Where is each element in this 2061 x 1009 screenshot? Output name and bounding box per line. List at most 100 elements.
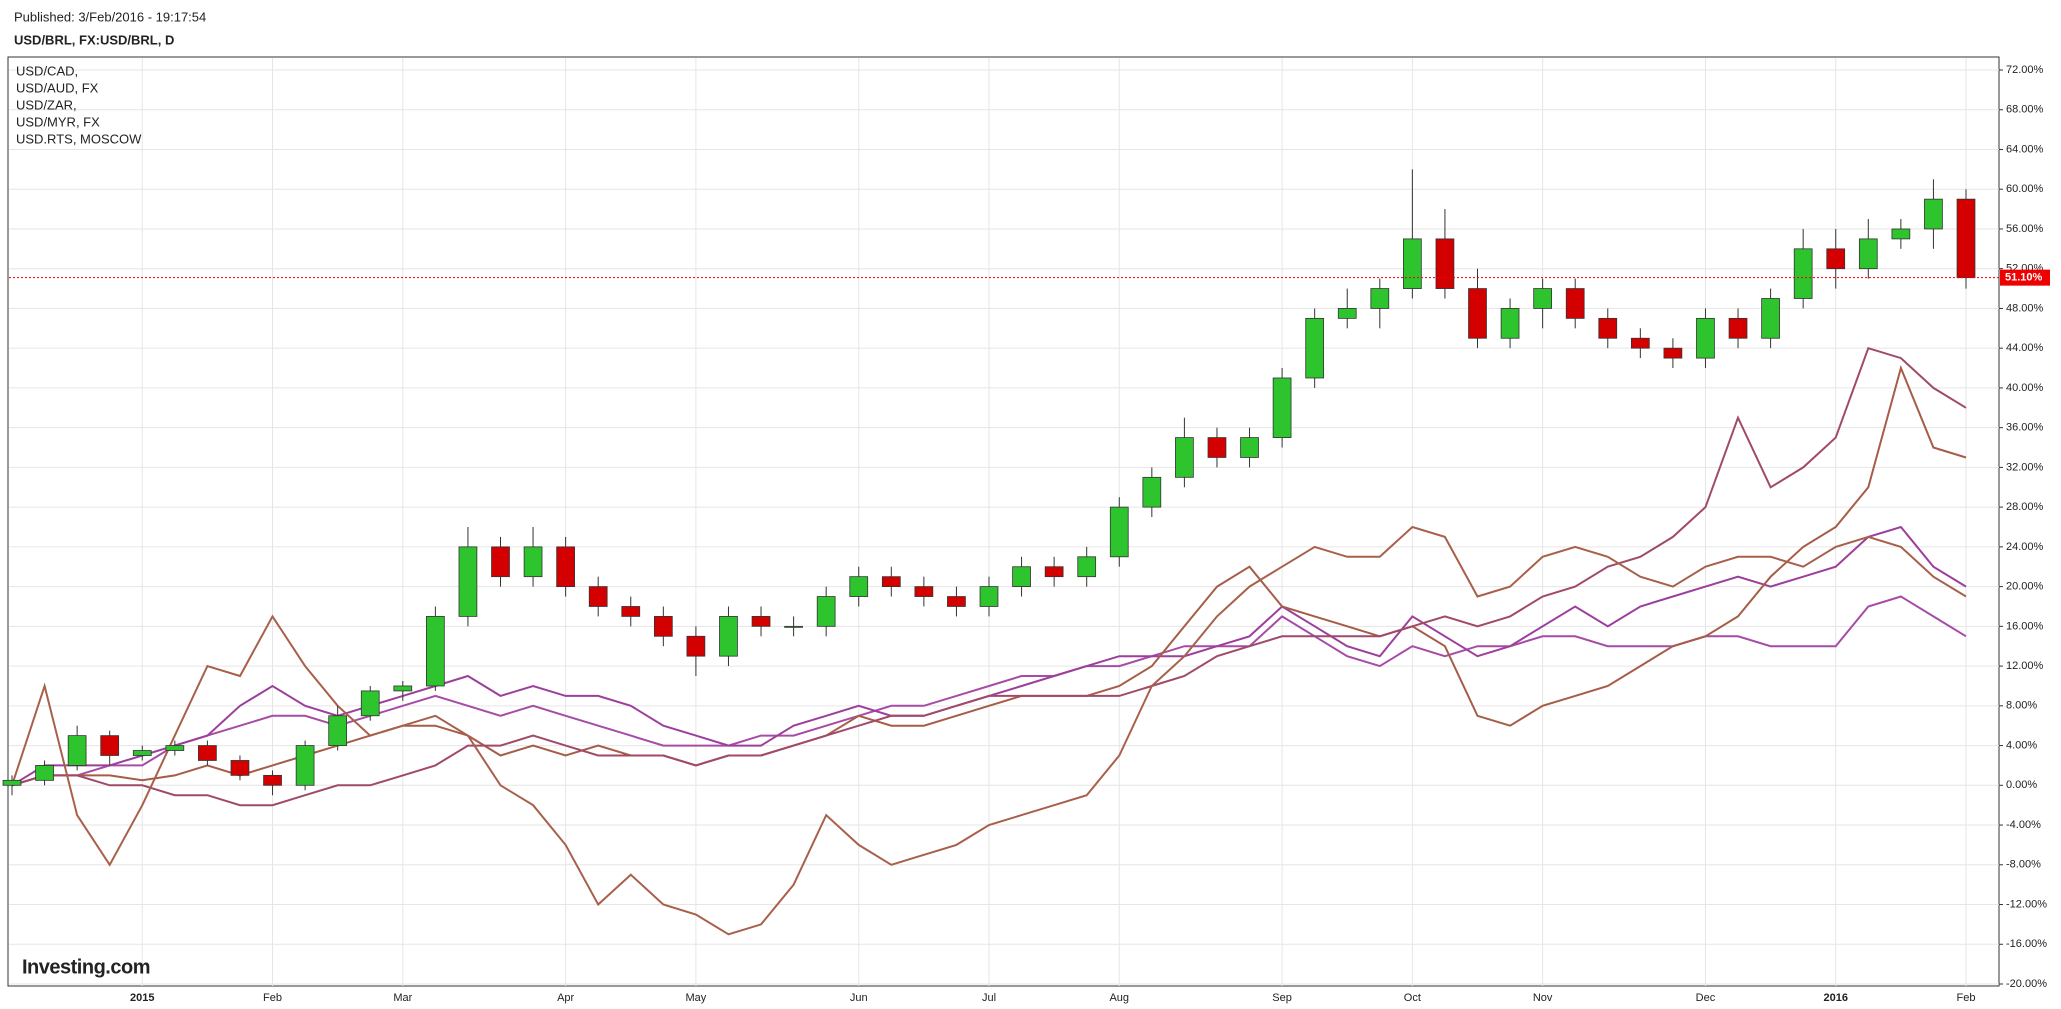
legend-entry: USD/MYR, FX xyxy=(16,114,100,129)
logo: Investing.com xyxy=(22,956,150,978)
candle-body xyxy=(1598,317,1618,339)
candle-body xyxy=(1630,337,1650,349)
candle-body xyxy=(719,616,738,657)
candle-body xyxy=(849,576,869,597)
x-tick-label: Apr xyxy=(557,992,574,1004)
candle-body xyxy=(881,576,901,588)
y-tick-label: 36.00% xyxy=(2006,422,2044,434)
candle-body xyxy=(556,546,575,588)
candle-body xyxy=(1077,556,1097,578)
x-tick-label: 2016 xyxy=(1823,992,1847,1004)
candle-body xyxy=(1858,238,1878,270)
candle-body xyxy=(491,546,510,578)
candle-body xyxy=(1956,198,1976,279)
candle-body xyxy=(1207,437,1227,458)
series-line xyxy=(11,346,1967,807)
y-tick-label: 56.00% xyxy=(2006,223,2044,235)
y-tick-label: 68.00% xyxy=(2006,104,2044,116)
candle-body xyxy=(360,690,380,717)
x-tick-label: Jul xyxy=(982,992,996,1004)
y-tick-label: -16.00% xyxy=(2006,938,2047,950)
candle-body xyxy=(132,750,152,756)
x-tick-label: Mar xyxy=(393,992,412,1004)
x-tick-label: May xyxy=(686,992,707,1004)
y-tick-label: 28.00% xyxy=(2006,501,2044,513)
candle-body xyxy=(1175,437,1194,478)
y-tick-label: 16.00% xyxy=(2006,620,2044,632)
candle-body xyxy=(1565,288,1585,319)
candle-body xyxy=(1793,248,1813,299)
candle-body xyxy=(588,586,608,607)
candle-body xyxy=(165,745,185,751)
x-tick-label: Nov xyxy=(1533,992,1553,1004)
candle-body xyxy=(653,616,673,637)
legend-entry: USD/ZAR, xyxy=(16,97,77,112)
y-tick-label: 40.00% xyxy=(2006,382,2044,394)
candle-body xyxy=(1761,298,1780,339)
y-tick-label: 4.00% xyxy=(2006,739,2037,751)
candle-body xyxy=(1924,198,1943,230)
candle-body xyxy=(328,715,348,746)
candle-body xyxy=(263,774,282,786)
candle-body xyxy=(979,586,999,607)
legend-entry: USD.RTS, MOSCOW xyxy=(16,131,142,146)
candle-body xyxy=(2,779,22,786)
candle-body xyxy=(523,546,543,578)
x-tick-label: 2015 xyxy=(130,992,154,1004)
candle-body xyxy=(1435,238,1455,289)
candle-body xyxy=(230,760,250,776)
candle-body xyxy=(1109,506,1129,558)
candle-body xyxy=(1533,288,1552,309)
candle-body xyxy=(67,735,87,766)
legend-entry: USD/CAD, xyxy=(16,63,78,78)
legend-entry: USD/AUD, FX xyxy=(16,80,99,95)
candle-body xyxy=(1663,347,1683,359)
published: Published: 3/Feb/2016 - 19:17:54 xyxy=(14,9,206,24)
x-tick-label: Sep xyxy=(1272,992,1292,1004)
candle-body xyxy=(1272,377,1292,438)
candle-body xyxy=(1240,437,1259,458)
series-line xyxy=(11,525,1967,936)
candle-body xyxy=(1044,566,1064,578)
last-value-label: 51.10% xyxy=(2005,272,2043,284)
candle-body xyxy=(1891,228,1911,240)
x-tick-label: Aug xyxy=(1109,992,1129,1004)
x-tick-label: Dec xyxy=(1696,992,1716,1004)
y-tick-label: -12.00% xyxy=(2006,898,2047,910)
candle-body xyxy=(1696,317,1715,359)
symbol-title: USD/BRL, FX:USD/BRL, D xyxy=(14,32,174,47)
candle-body xyxy=(426,616,445,687)
y-tick-label: 24.00% xyxy=(2006,541,2044,553)
y-tick-label: 60.00% xyxy=(2006,183,2044,195)
y-tick-label: -8.00% xyxy=(2006,859,2041,871)
candle-body xyxy=(1012,566,1031,588)
y-tick-label: 44.00% xyxy=(2006,342,2044,354)
candle-body xyxy=(784,625,803,628)
candle-body xyxy=(1142,476,1162,508)
candle-body xyxy=(816,596,836,627)
candle-body xyxy=(1337,308,1357,319)
y-tick-label: 32.00% xyxy=(2006,461,2044,473)
candle-body xyxy=(198,745,217,761)
y-tick-label: 12.00% xyxy=(2006,660,2044,672)
y-tick-label: 64.00% xyxy=(2006,143,2044,155)
candle-body xyxy=(686,635,706,657)
x-tick-label: Oct xyxy=(1404,992,1421,1004)
candle-body xyxy=(914,586,934,597)
x-tick-label: Feb xyxy=(1957,992,1976,1004)
candle-body xyxy=(621,606,641,617)
y-tick-label: 72.00% xyxy=(2006,64,2044,76)
x-tick-label: Feb xyxy=(263,992,282,1004)
y-tick-label: 0.00% xyxy=(2006,779,2037,791)
candle-body xyxy=(35,765,54,781)
candle-body xyxy=(295,745,315,786)
x-tick-label: Jun xyxy=(850,992,868,1004)
candle-body xyxy=(1468,288,1487,339)
candle-body xyxy=(1370,288,1390,309)
candle-body xyxy=(1826,248,1846,270)
candle-body xyxy=(1500,308,1520,339)
plot-frame xyxy=(7,56,2000,987)
y-tick-label: 8.00% xyxy=(2006,700,2037,712)
candle-body xyxy=(751,616,771,627)
